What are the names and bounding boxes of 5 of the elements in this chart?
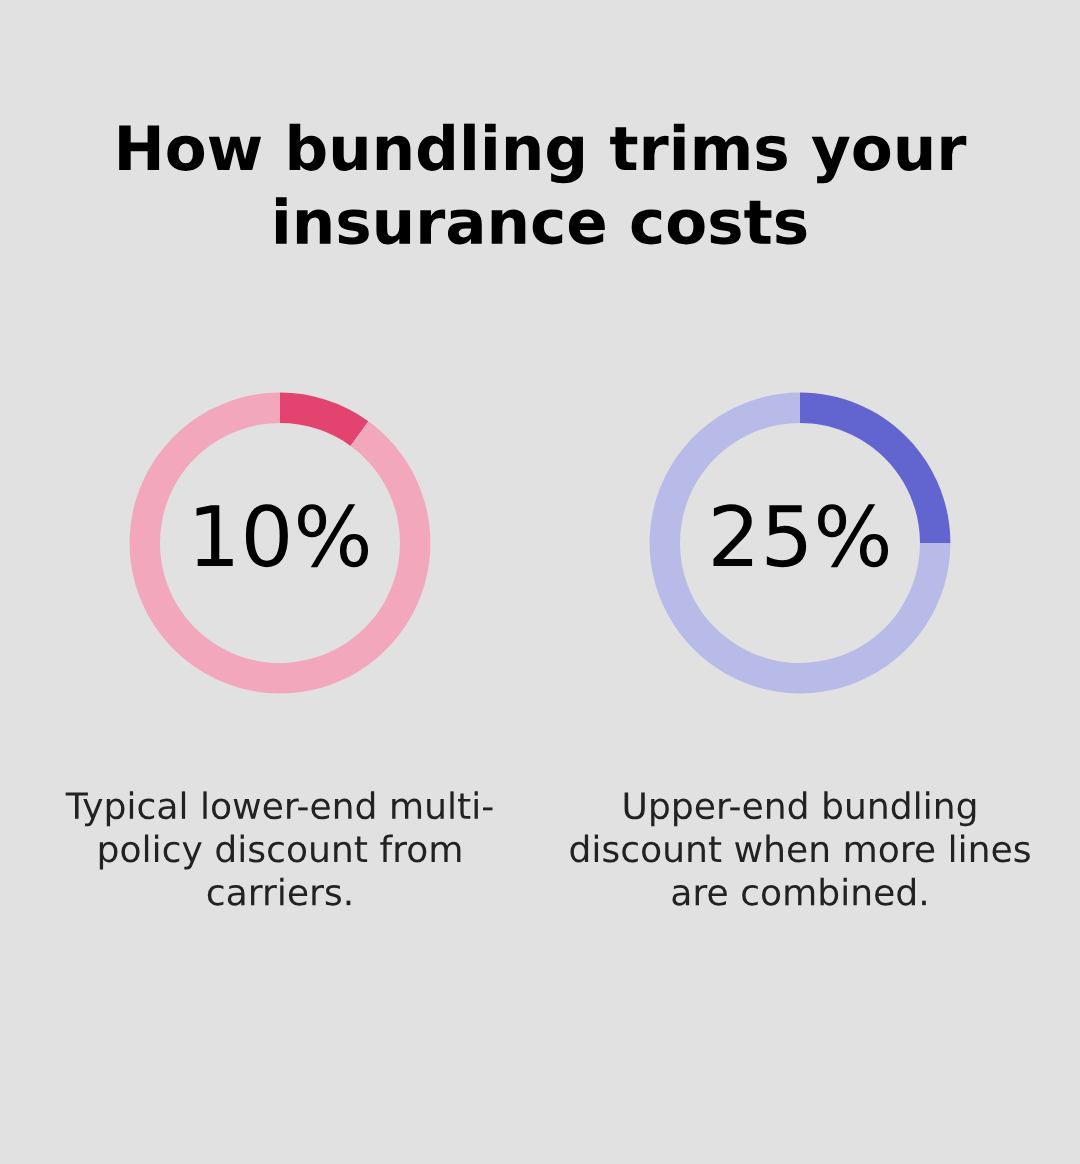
data-label: 25%	[713, 504, 889, 568]
data-label: 10%	[196, 504, 369, 568]
text: Upper-end bundling discount when more lines are combined.	[570, 791, 1030, 906]
chart-title: How bundling trims your insurance costs	[119, 123, 967, 245]
text: Typical lower-end multi- policy discount from carriers.	[65, 791, 493, 906]
